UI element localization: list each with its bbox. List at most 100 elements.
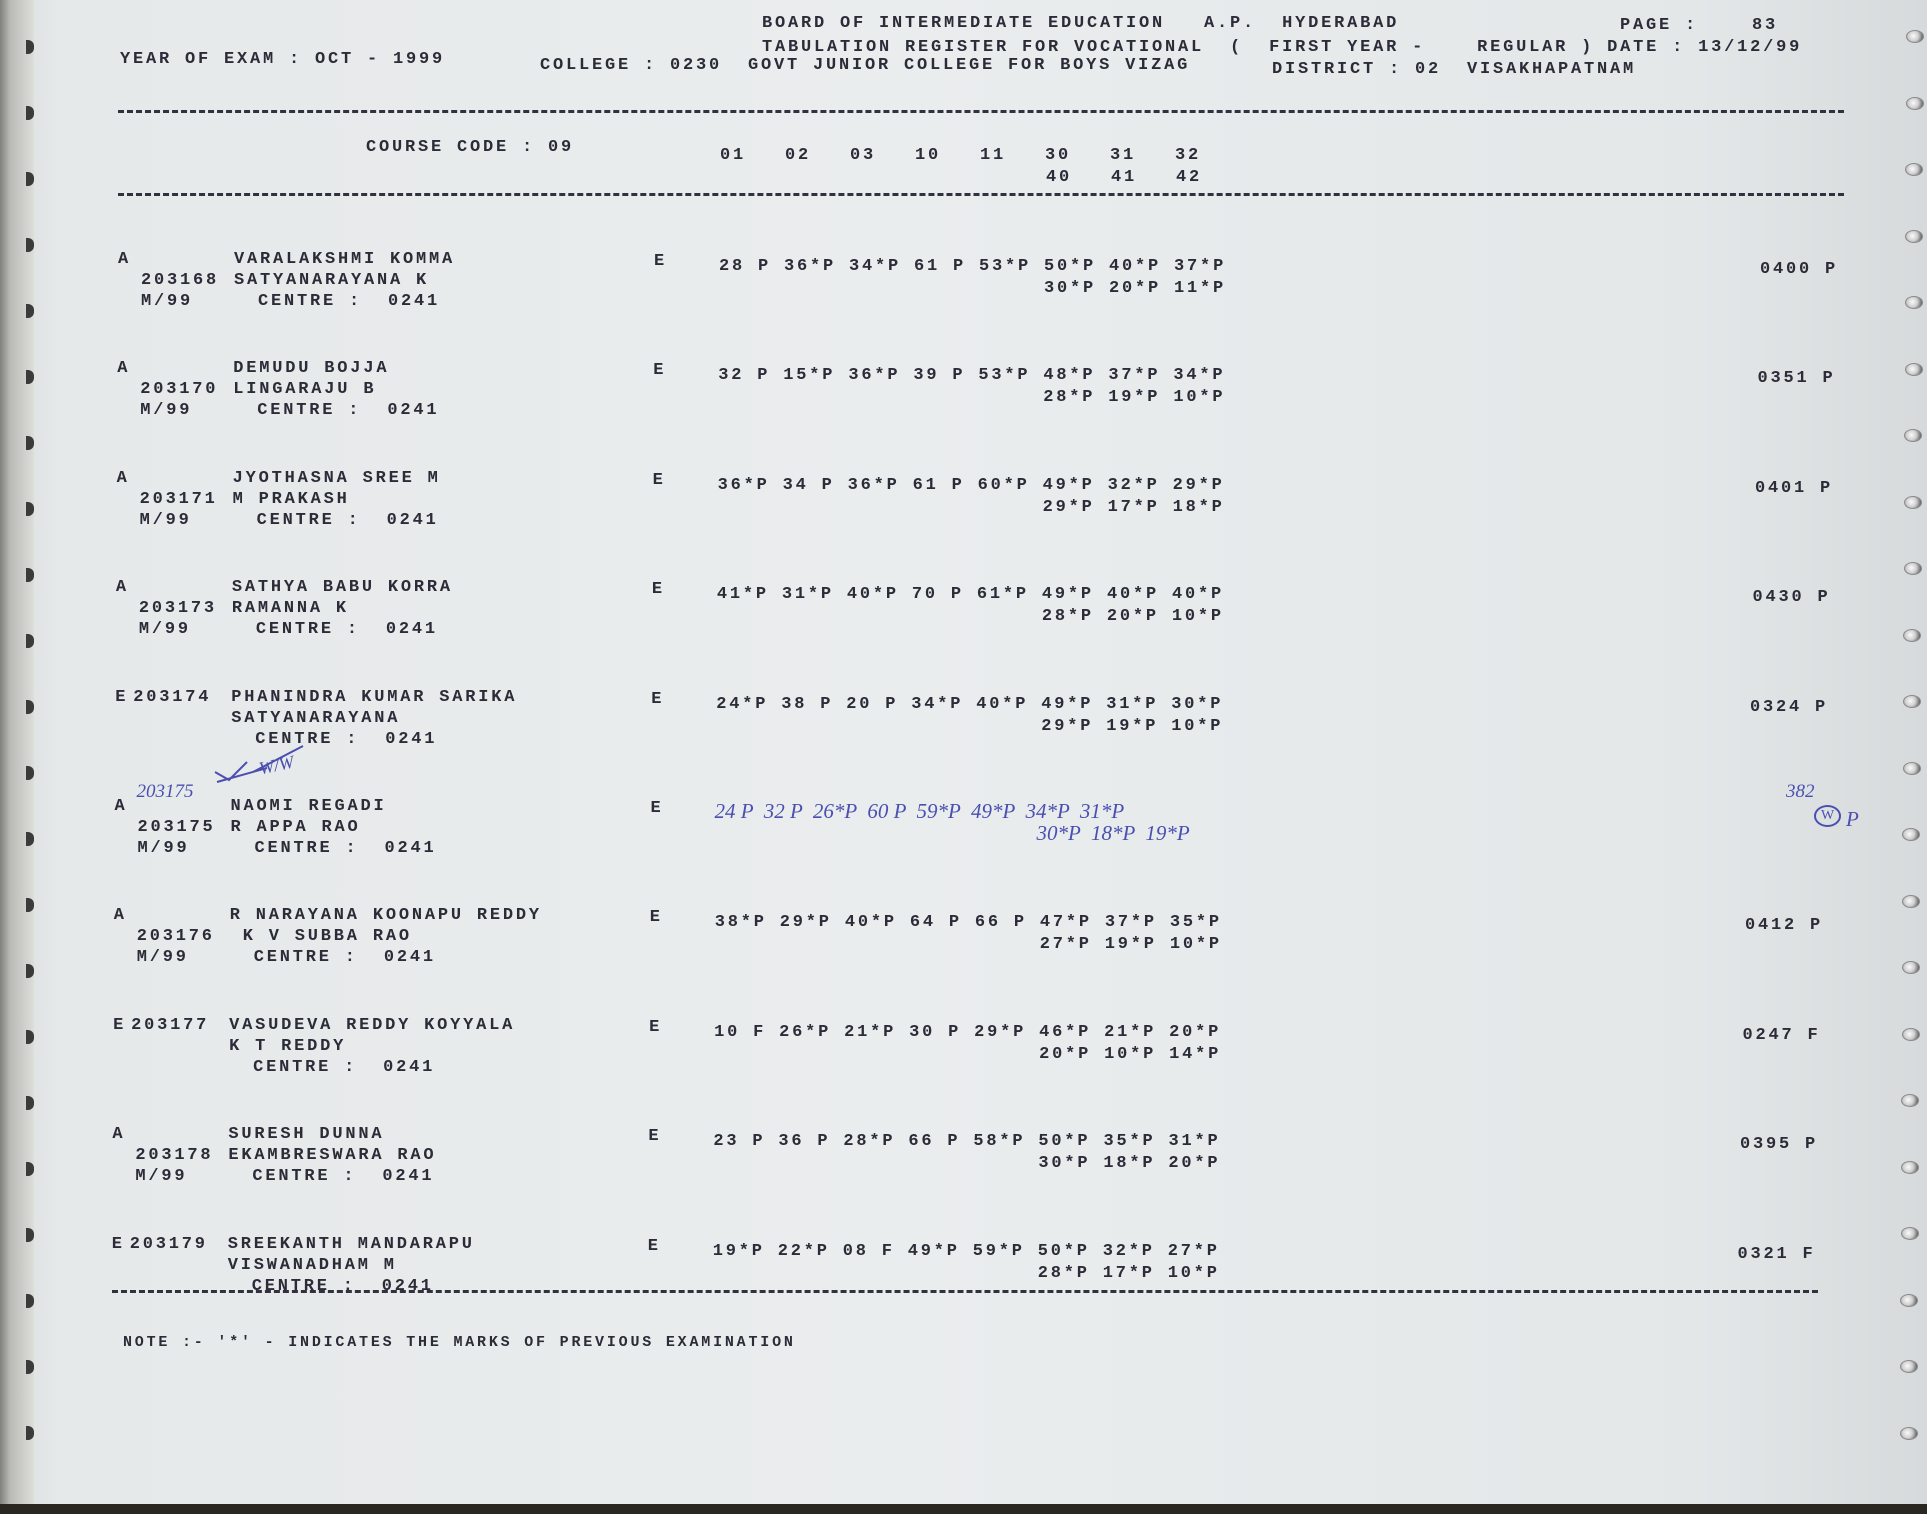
result: P (1805, 1135, 1819, 1155)
result: F (1807, 1025, 1821, 1045)
marks-line1: 41*P 31*P 40*P 70 P 61*P 49*P 40*P 40*P (716, 585, 1224, 605)
marks-line1: 38*P 29*P 40*P 64 P 66 P 47*P 37*P 35*P (714, 913, 1222, 933)
stream-code: E (649, 1017, 663, 1037)
session: M/99 (138, 620, 191, 640)
marks-line1: 24*P 38 P 20 P 34*P 40*P 49*P 31*P 30*P (716, 694, 1224, 714)
total-marks: 0412 (1745, 916, 1798, 936)
punch-hole (1905, 163, 1924, 176)
subject-codes-line1: 01 02 03 10 11 30 31 32 (720, 146, 1202, 165)
register-title: TABULATION REGISTER FOR VOCATIONAL ( FIR… (762, 38, 1803, 57)
total-marks: 0430 (1752, 588, 1805, 608)
roll-number: 203176 (136, 927, 215, 947)
punch-hole (1899, 1426, 1918, 1440)
stream-code: E (650, 799, 664, 818)
desk-edge (0, 1504, 1927, 1514)
student-name: NAOMI REGADI (230, 797, 387, 816)
marks-line1: 10 F 26*P 21*P 30 P 29*P 46*P 21*P 20*P (714, 1022, 1222, 1042)
result: F (1802, 1244, 1816, 1264)
session: M/99 (137, 839, 190, 858)
punch-hole (1906, 30, 1924, 43)
result: P (1820, 478, 1834, 498)
row-flag: A (115, 578, 129, 598)
divider-bottom (112, 1290, 1818, 1293)
marks-line2: 30*P 20*P 11*P (1044, 279, 1227, 298)
centre: CENTRE : 0241 (255, 620, 438, 640)
board-title: BOARD OF INTERMEDIATE EDUCATION A.P. HYD… (762, 14, 1400, 33)
marks-line2: 27*P 19*P 10*P (1039, 935, 1222, 955)
centre: CENTRE : 0241 (252, 1167, 435, 1187)
binding-ring (26, 1426, 34, 1440)
handwritten-result-circled: W (1814, 805, 1842, 827)
punch-hole (1901, 961, 1920, 974)
centre: CENTRE : 0241 (256, 510, 439, 530)
total-marks: 0351 (1757, 369, 1810, 389)
student-name: PHANINDRA KUMAR SARIKA (231, 687, 518, 707)
result: P (1810, 916, 1824, 936)
marks-line2: 28*P 19*P 10*P (1043, 388, 1226, 408)
binding-ring (26, 1096, 34, 1110)
handwritten-roll: 203175 (136, 781, 194, 802)
parent-name: M PRAKASH (232, 489, 350, 509)
session: M/99 (135, 1167, 188, 1187)
punch-hole (1900, 1360, 1918, 1373)
punch-hole (1904, 429, 1923, 442)
divider-header (118, 193, 1844, 196)
binding-ring (26, 634, 34, 648)
binding-ring (26, 964, 34, 978)
punch-hole (1903, 628, 1922, 642)
marks-line1: 32 P 15*P 36*P 39 P 53*P 48*P 37*P 34*P (718, 366, 1226, 386)
centre: CENTRE : 0241 (257, 401, 440, 421)
page-number: 83 (1752, 16, 1779, 35)
parent-name: LINGARAJU B (233, 380, 377, 400)
footer-note: NOTE :- '*' - INDICATES THE MARKS OF PRE… (123, 1334, 796, 1351)
punch-hole (1901, 1027, 1920, 1041)
roll-number: 203170 (140, 380, 219, 400)
result: P (1817, 588, 1831, 608)
binding-ring (26, 1360, 34, 1374)
handwritten-total: 382 (1786, 781, 1815, 802)
row-flag: A (112, 1125, 126, 1145)
page-label: PAGE : (1620, 16, 1699, 35)
student-name: VASUDEVA REDDY KOYYALA (229, 1015, 516, 1035)
total-marks: 0321 (1737, 1244, 1790, 1264)
handwritten-marks-line2: 30*P 18*P 19*P (1036, 821, 1190, 845)
punch-hole (1900, 1160, 1919, 1174)
binding-ring (26, 172, 34, 186)
row-flag: E (115, 687, 129, 707)
roll-number: 203174 (133, 687, 212, 707)
session: M/99 (141, 292, 194, 311)
binding-ring (26, 40, 34, 54)
binding-ring (26, 1030, 34, 1044)
total-marks: 0400 (1760, 260, 1813, 279)
student-name: SREEKANTH MANDARAPU (227, 1234, 475, 1254)
roll-number: 203168 (141, 271, 220, 290)
parent-name: SATYANARAYANA K (234, 271, 430, 290)
binding-ring (26, 832, 34, 846)
student-name: SATHYA BABU KORRA (231, 578, 453, 598)
stream-code: E (648, 1127, 662, 1147)
handwritten-result: P (1846, 807, 1859, 831)
student-name: DEMUDU BOJJA (233, 359, 390, 379)
centre: CENTRE : 0241 (258, 292, 441, 311)
binding-ring (26, 436, 34, 450)
row-flag: A (117, 359, 131, 379)
punch-hole (1902, 828, 1921, 841)
punch-hole (1903, 695, 1921, 708)
subject-codes-line2: 40 41 42 (1046, 168, 1203, 187)
result: P (1815, 697, 1829, 717)
punch-hole (1905, 229, 1924, 243)
row-flag: A (116, 468, 130, 488)
stream-code: E (651, 689, 665, 709)
punch-hole (1902, 894, 1921, 908)
total-marks: 0401 (1755, 478, 1808, 498)
parent-name: RAMANNA K (231, 599, 349, 619)
parent-name: K T REDDY (229, 1036, 347, 1056)
parent-name: VISWANADHAM M (227, 1255, 397, 1275)
marks-line1: 36*P 34 P 36*P 61 P 60*P 49*P 32*P 29*P (717, 475, 1225, 495)
row-flag: E (113, 1015, 127, 1035)
row-flag: A (114, 797, 128, 816)
binding-ring (26, 370, 34, 384)
parent-name: K V SUBBA RAO (229, 927, 412, 947)
roll-number: 203171 (139, 489, 218, 509)
stream-code: E (651, 580, 665, 600)
